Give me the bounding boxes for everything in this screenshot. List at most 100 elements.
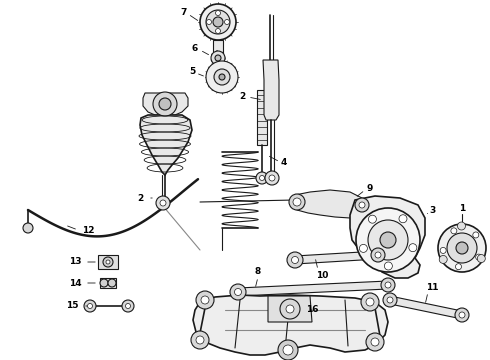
Circle shape xyxy=(153,92,177,116)
Circle shape xyxy=(125,303,130,309)
Text: 3: 3 xyxy=(429,206,435,215)
Circle shape xyxy=(399,215,407,223)
Text: 13: 13 xyxy=(69,257,81,266)
Circle shape xyxy=(387,297,393,303)
Circle shape xyxy=(355,198,369,212)
Text: 2: 2 xyxy=(137,194,143,202)
Circle shape xyxy=(451,228,457,234)
Circle shape xyxy=(359,202,365,208)
Circle shape xyxy=(213,17,223,27)
Circle shape xyxy=(156,196,170,210)
Polygon shape xyxy=(213,40,223,54)
Circle shape xyxy=(196,336,204,344)
Circle shape xyxy=(256,172,268,184)
Circle shape xyxy=(235,288,242,296)
Circle shape xyxy=(384,262,392,270)
Text: 16: 16 xyxy=(306,306,318,315)
Circle shape xyxy=(216,28,220,33)
Circle shape xyxy=(361,293,379,311)
Circle shape xyxy=(108,279,116,287)
Circle shape xyxy=(287,252,303,268)
Circle shape xyxy=(447,233,477,263)
Text: 14: 14 xyxy=(69,279,81,288)
Circle shape xyxy=(201,296,209,304)
Polygon shape xyxy=(295,251,378,264)
Text: 5: 5 xyxy=(189,67,195,76)
Circle shape xyxy=(381,278,395,292)
Circle shape xyxy=(371,338,379,346)
Circle shape xyxy=(122,300,134,312)
Polygon shape xyxy=(193,295,388,355)
Circle shape xyxy=(106,260,110,264)
Polygon shape xyxy=(98,255,118,269)
Circle shape xyxy=(286,305,294,313)
Text: 1: 1 xyxy=(459,203,465,212)
Circle shape xyxy=(455,308,469,322)
Circle shape xyxy=(215,55,221,61)
Circle shape xyxy=(219,74,225,80)
Circle shape xyxy=(214,69,230,85)
Circle shape xyxy=(88,303,93,309)
Polygon shape xyxy=(100,278,116,288)
Circle shape xyxy=(477,255,485,262)
Circle shape xyxy=(206,61,238,93)
Circle shape xyxy=(278,340,298,360)
Circle shape xyxy=(216,10,220,15)
Circle shape xyxy=(366,333,384,351)
Circle shape xyxy=(23,223,33,233)
Circle shape xyxy=(100,279,108,287)
Circle shape xyxy=(293,198,301,206)
Polygon shape xyxy=(257,90,267,145)
Polygon shape xyxy=(238,281,388,296)
Circle shape xyxy=(200,4,236,40)
Circle shape xyxy=(473,232,479,238)
Circle shape xyxy=(206,19,212,24)
Circle shape xyxy=(160,200,166,206)
Circle shape xyxy=(456,264,462,270)
Polygon shape xyxy=(140,115,192,175)
Polygon shape xyxy=(143,93,188,115)
Circle shape xyxy=(385,282,391,288)
Polygon shape xyxy=(263,60,279,120)
Circle shape xyxy=(196,291,214,309)
Circle shape xyxy=(292,256,298,264)
Circle shape xyxy=(456,242,468,254)
Circle shape xyxy=(224,19,229,24)
Text: 15: 15 xyxy=(66,302,78,310)
Circle shape xyxy=(230,284,246,300)
Circle shape xyxy=(211,51,225,65)
Circle shape xyxy=(191,331,209,349)
Circle shape xyxy=(283,345,293,355)
Circle shape xyxy=(459,312,465,318)
Circle shape xyxy=(366,298,374,306)
Text: 2: 2 xyxy=(239,91,245,100)
Circle shape xyxy=(409,244,417,252)
Circle shape xyxy=(265,171,279,185)
Circle shape xyxy=(380,232,396,248)
Text: 6: 6 xyxy=(192,44,198,53)
Circle shape xyxy=(375,252,381,258)
Text: 9: 9 xyxy=(367,184,373,193)
Text: 7: 7 xyxy=(181,8,187,17)
Circle shape xyxy=(159,98,171,110)
Circle shape xyxy=(84,300,96,312)
Circle shape xyxy=(359,244,368,252)
Circle shape xyxy=(289,194,305,210)
Text: 10: 10 xyxy=(316,270,328,279)
Text: 12: 12 xyxy=(82,225,94,234)
Text: 8: 8 xyxy=(255,267,261,276)
Polygon shape xyxy=(268,296,312,322)
Circle shape xyxy=(356,208,420,272)
Circle shape xyxy=(458,222,466,230)
Circle shape xyxy=(368,220,408,260)
Circle shape xyxy=(440,247,446,253)
Text: 11: 11 xyxy=(426,284,438,292)
Circle shape xyxy=(371,248,385,262)
Circle shape xyxy=(439,256,447,264)
Circle shape xyxy=(260,176,265,180)
Circle shape xyxy=(438,224,486,272)
Text: 4: 4 xyxy=(281,158,287,166)
Circle shape xyxy=(269,175,275,181)
Circle shape xyxy=(103,257,113,267)
Circle shape xyxy=(368,215,376,223)
